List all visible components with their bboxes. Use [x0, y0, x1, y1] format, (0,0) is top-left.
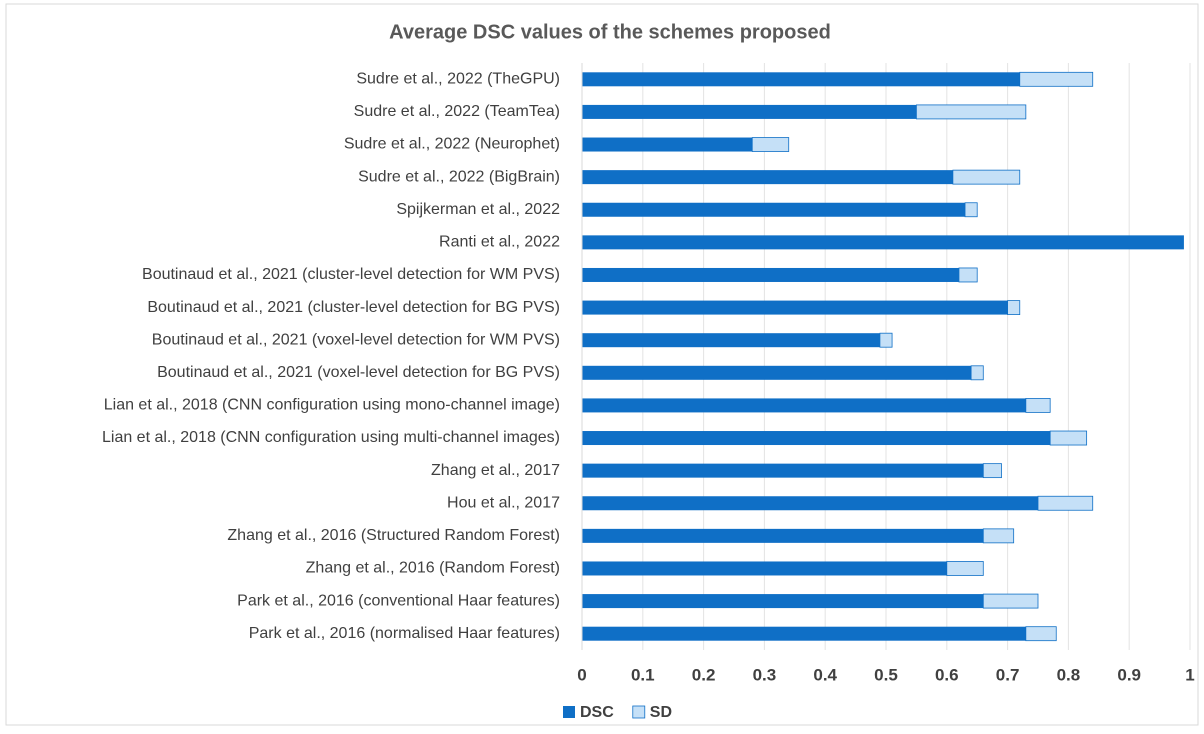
y-tick-label: Sudre et al., 2022 (Neurophet)	[344, 136, 560, 153]
y-tick-label: Boutinaud et al., 2021 (voxel-level dete…	[152, 331, 560, 348]
x-tick-label: 0	[577, 665, 586, 684]
bar-segment	[582, 365, 972, 380]
bar-segment	[582, 496, 1038, 511]
legend-label: DSC	[580, 704, 614, 721]
bar-segment	[1037, 495, 1094, 511]
bar-segment	[582, 72, 1020, 87]
bar-segment	[1007, 300, 1021, 315]
bar-segment	[582, 170, 953, 185]
y-tick-label: Hou et al., 2017	[447, 494, 560, 511]
x-tick-label: 1	[1185, 665, 1194, 684]
y-tick-label: Sudre et al., 2022 (TheGPU)	[356, 71, 560, 88]
bar-segment	[958, 267, 978, 283]
x-tick-label: 0.1	[631, 665, 655, 684]
bar-segment	[582, 300, 1008, 315]
y-tick-label: Sudre et al., 2022 (TeamTea)	[354, 103, 560, 120]
bar-segment	[582, 202, 966, 217]
y-tick-label: Spijkerman et al., 2022	[396, 201, 560, 218]
legend-label: SD	[650, 704, 672, 721]
y-tick-label: Zhang et al., 2017	[431, 462, 560, 479]
bar-segment	[879, 332, 893, 348]
bar-segment	[582, 267, 959, 282]
bar-segment	[916, 104, 1027, 120]
y-tick-label: Lian et al., 2018 (CNN configuration usi…	[102, 429, 560, 446]
bar-segment	[952, 169, 1021, 185]
y-tick-label: Park et al., 2016 (normalised Haar featu…	[249, 625, 560, 642]
y-tick-label: Boutinaud et al., 2021 (voxel-level dete…	[157, 364, 560, 381]
bar-segment	[582, 398, 1026, 413]
x-tick-label: 0.2	[692, 665, 716, 684]
bar-segment	[970, 365, 984, 381]
bar-segment	[582, 104, 917, 119]
x-tick-label: 0.4	[813, 665, 837, 684]
bar-segment	[1049, 430, 1088, 446]
x-tick-label: 0.7	[996, 665, 1020, 684]
y-tick-label: Boutinaud et al., 2021 (cluster-level de…	[147, 299, 560, 316]
bar-segment	[582, 594, 984, 609]
bar-segment	[1019, 71, 1094, 87]
x-tick-label: 0.9	[1117, 665, 1141, 684]
y-tick-label: Lian et al., 2018 (CNN configuration usi…	[104, 397, 560, 414]
bar-segment	[582, 626, 1026, 641]
bar-segment	[582, 333, 880, 348]
y-tick-label: Zhang et al., 2016 (Random Forest)	[306, 560, 560, 577]
x-tick-label: 0.5	[874, 665, 898, 684]
bar-segment	[964, 202, 978, 218]
bar-segment	[582, 463, 984, 478]
bar-segment	[982, 593, 1039, 609]
y-tick-label: Sudre et al., 2022 (BigBrain)	[358, 168, 560, 185]
bar-segment	[946, 561, 984, 576]
bar-segment	[982, 463, 1002, 479]
bar-segment	[582, 137, 753, 152]
legend-swatch	[632, 705, 646, 719]
bar-segment	[582, 528, 984, 543]
bar-segment	[582, 561, 947, 576]
y-tick-label: Boutinaud et al., 2021 (cluster-level de…	[142, 266, 560, 283]
x-tick-label: 0.3	[753, 665, 777, 684]
y-tick-label: Zhang et al., 2016 (Structured Random Fo…	[227, 527, 560, 544]
bar-segment	[582, 431, 1051, 446]
bar-segment	[582, 235, 1184, 250]
legend-swatch	[563, 706, 575, 718]
x-tick-label: 0.8	[1057, 665, 1081, 684]
bar-segment	[1025, 626, 1057, 642]
bar-segment	[751, 137, 790, 152]
chart-title: Average DSC values of the schemes propos…	[389, 21, 831, 43]
y-tick-label: Ranti et al., 2022	[439, 234, 560, 251]
bar-segment	[982, 528, 1015, 544]
y-tick-label: Park et al., 2016 (conventional Haar fea…	[237, 592, 560, 609]
bar-segment	[1025, 398, 1051, 413]
x-tick-label: 0.6	[935, 665, 959, 684]
